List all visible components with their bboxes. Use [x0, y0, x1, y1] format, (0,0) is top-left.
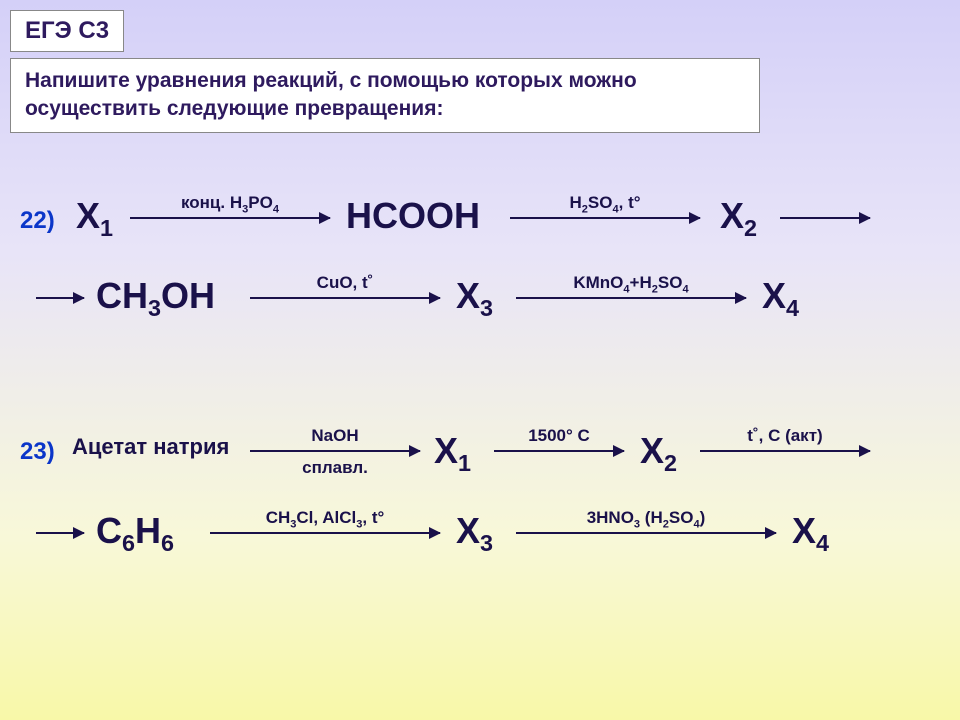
species-ch3oh: CH3OH	[96, 275, 215, 322]
arrow-23-4	[36, 532, 84, 534]
arrow-label-22-5: CuO, t˚	[250, 273, 440, 293]
arrow-23-3: t˚, C (акт)	[700, 450, 870, 452]
species-sodium-acetate: Ацетат натрия	[72, 434, 229, 460]
species-hcooh: HCOOH	[346, 195, 480, 237]
arrow-22-2: H2SO4, t°	[510, 217, 700, 219]
species-c6h6: C6H6	[96, 510, 174, 557]
arrow-23-2: 1500° С	[494, 450, 624, 452]
species-x2: X2	[720, 195, 757, 242]
exam-badge: ЕГЭ С3	[10, 10, 124, 52]
arrow-22-4	[36, 297, 84, 299]
species-x1: X1	[76, 195, 113, 242]
arrow-label-23-5: CH3Cl, AlCl3, t°	[210, 508, 440, 530]
arrow-22-5: CuO, t˚	[250, 297, 440, 299]
arrow-label-23-2: 1500° С	[494, 426, 624, 446]
species-x3: X3	[456, 275, 493, 322]
problem-number-23: 23)	[20, 438, 55, 466]
arrow-label-22-1: конц. H3PO4	[130, 193, 330, 215]
task-prompt: Напишите уравнения реакций, с помощью ко…	[10, 58, 760, 133]
arrow-23-5: CH3Cl, AlCl3, t°	[210, 532, 440, 534]
species-23-x1: X1	[434, 430, 471, 477]
species-23-x3: X3	[456, 510, 493, 557]
arrow-label-23-3: t˚, C (акт)	[700, 426, 870, 446]
arrow-label-23-1-top: NaOH	[250, 426, 420, 446]
arrow-label-23-1-bot: сплавл.	[250, 458, 420, 478]
problem-number-22: 22)	[20, 207, 55, 235]
arrow-23-6: 3HNO3 (H2SO4)	[516, 532, 776, 534]
arrow-22-3	[780, 217, 870, 219]
arrow-label-23-6: 3HNO3 (H2SO4)	[516, 508, 776, 530]
arrow-label-22-6: KMnO4+H2SO4	[516, 273, 746, 295]
arrow-label-22-2: H2SO4, t°	[510, 193, 700, 215]
species-23-x4: X4	[792, 510, 829, 557]
arrow-22-1: конц. H3PO4	[130, 217, 330, 219]
arrow-23-1: NaOH сплавл.	[250, 450, 420, 452]
species-23-x2: X2	[640, 430, 677, 477]
arrow-22-6: KMnO4+H2SO4	[516, 297, 746, 299]
species-x4: X4	[762, 275, 799, 322]
